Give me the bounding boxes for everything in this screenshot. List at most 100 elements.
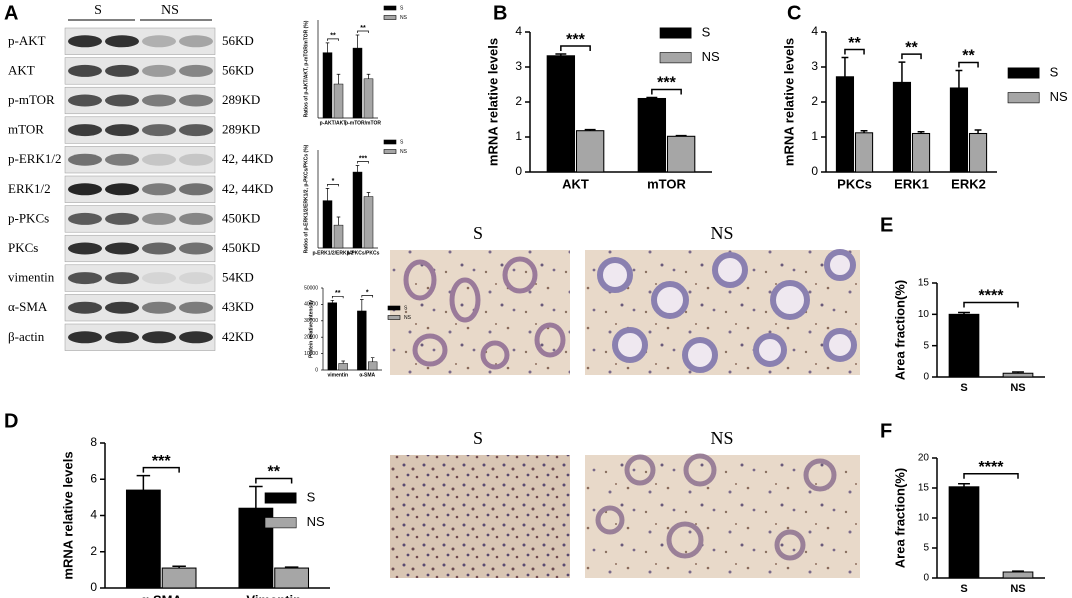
blot-band [105,331,139,344]
size-label: 450KD [222,240,260,255]
error-bar [366,192,371,197]
y-tick-label: 5 [923,340,929,351]
y-tick-label: 6 [90,471,97,485]
significance-bracket [361,295,374,298]
significance-bracket [357,30,369,34]
micrograph [390,455,570,578]
y-axis-label: Ratios of p-ERK1/2/ERK1/2, p-PKCs/PKCs (… [303,144,309,253]
significance-label: **** [979,288,1005,305]
significance-bracket [560,45,591,52]
y-tick-label: 2 [811,94,818,108]
y-tick-label: 4 [515,24,522,38]
significance-label: **** [979,459,1005,476]
blot-band [105,124,139,137]
y-tick-label: 10000 [304,351,318,357]
bar [546,55,576,173]
blot-band [68,242,102,255]
protein-label: PKCs [8,240,38,255]
error-bar [584,128,596,131]
legend-swatch [264,492,297,504]
blot-band [68,331,102,344]
legend-swatch [383,139,397,145]
significance-bracket [327,184,339,187]
size-label: 43KD [222,299,254,314]
panel-label: A [4,2,18,24]
bar [666,135,696,173]
protein-label: p-PKCs [8,210,49,225]
image-label: S [473,428,483,448]
x-tick-label: p-PKCs/PKCs [347,250,380,256]
blot-band [142,301,176,314]
x-tick-label: vimentin [327,372,348,378]
legend-label: S [1050,64,1059,79]
protein-label: p-ERK1/2 [8,151,61,166]
y-tick-label: 1 [515,129,522,143]
protein-label: AKT [8,62,35,77]
size-label: 289KD [222,122,260,137]
y-tick-label: 5 [923,543,929,554]
error-bar [898,61,906,83]
x-tick-label: α-SMA [141,592,183,598]
significance-label: ** [848,35,861,52]
size-label: 450KD [222,210,260,225]
error-bar [136,474,151,491]
x-tick-label: S [960,382,967,394]
y-axis-label: Ratios of p-AKT/AKT, p-mTOR/mTOR (%) [303,20,309,117]
blot-band [105,153,139,166]
error-bar [917,131,925,134]
panel-label: D [4,410,18,432]
legend-label: S [702,24,711,39]
blot-band [142,124,176,137]
y-axis-label: mRNA relative levels [60,451,75,579]
legend-label: NS [400,149,408,155]
blot-band [105,301,139,314]
y-tick-label: 0 [515,164,522,178]
image-label: NS [710,223,733,243]
legend-label: NS [404,315,412,321]
size-label: 42KD [222,329,254,344]
significance-label: ** [335,290,341,297]
x-tick-label: NS [1010,583,1025,595]
significance-bracket [327,38,339,41]
y-axis-label: mRNA relative levels [485,38,500,166]
y-tick-label: 0 [315,367,318,373]
y-tick-label: 0 [811,164,818,178]
significance-label: *** [359,155,367,162]
y-tick-label: 15 [918,483,930,494]
significance-bracket [651,88,682,95]
legend-swatch [387,315,401,320]
panel-label: B [493,2,507,24]
x-tick-label: ERK2 [951,176,986,191]
y-tick-label: 20000 [304,335,318,341]
significance-label: *** [657,75,676,92]
error-bar [958,311,970,315]
error-bar [249,485,263,509]
protein-label: vimentin [8,270,55,285]
error-bar [370,357,375,362]
blot-band [179,94,213,107]
significance-bracket [255,477,293,484]
image-label: NS [710,428,733,448]
legend-label: NS [307,514,325,529]
blot-band [68,124,102,137]
blot-band [105,183,139,196]
significance-label: ** [360,25,366,32]
bar [911,132,931,173]
bar [968,132,988,173]
bar [125,489,161,589]
y-tick-label: 20 [918,453,930,464]
blot-band [179,35,213,48]
error-bar [172,565,186,569]
blot-band [142,212,176,225]
blot-band [142,64,176,77]
bar [363,196,374,249]
bar [854,132,874,173]
legend-label: S [400,139,404,145]
legend-label: NS [1050,89,1068,104]
panel-label: F [880,420,892,442]
bar [352,47,363,119]
y-tick-label: 3 [515,59,522,73]
y-tick-label: 8 [90,435,97,449]
x-tick-label: mTOR [647,176,686,191]
bar [352,171,363,249]
